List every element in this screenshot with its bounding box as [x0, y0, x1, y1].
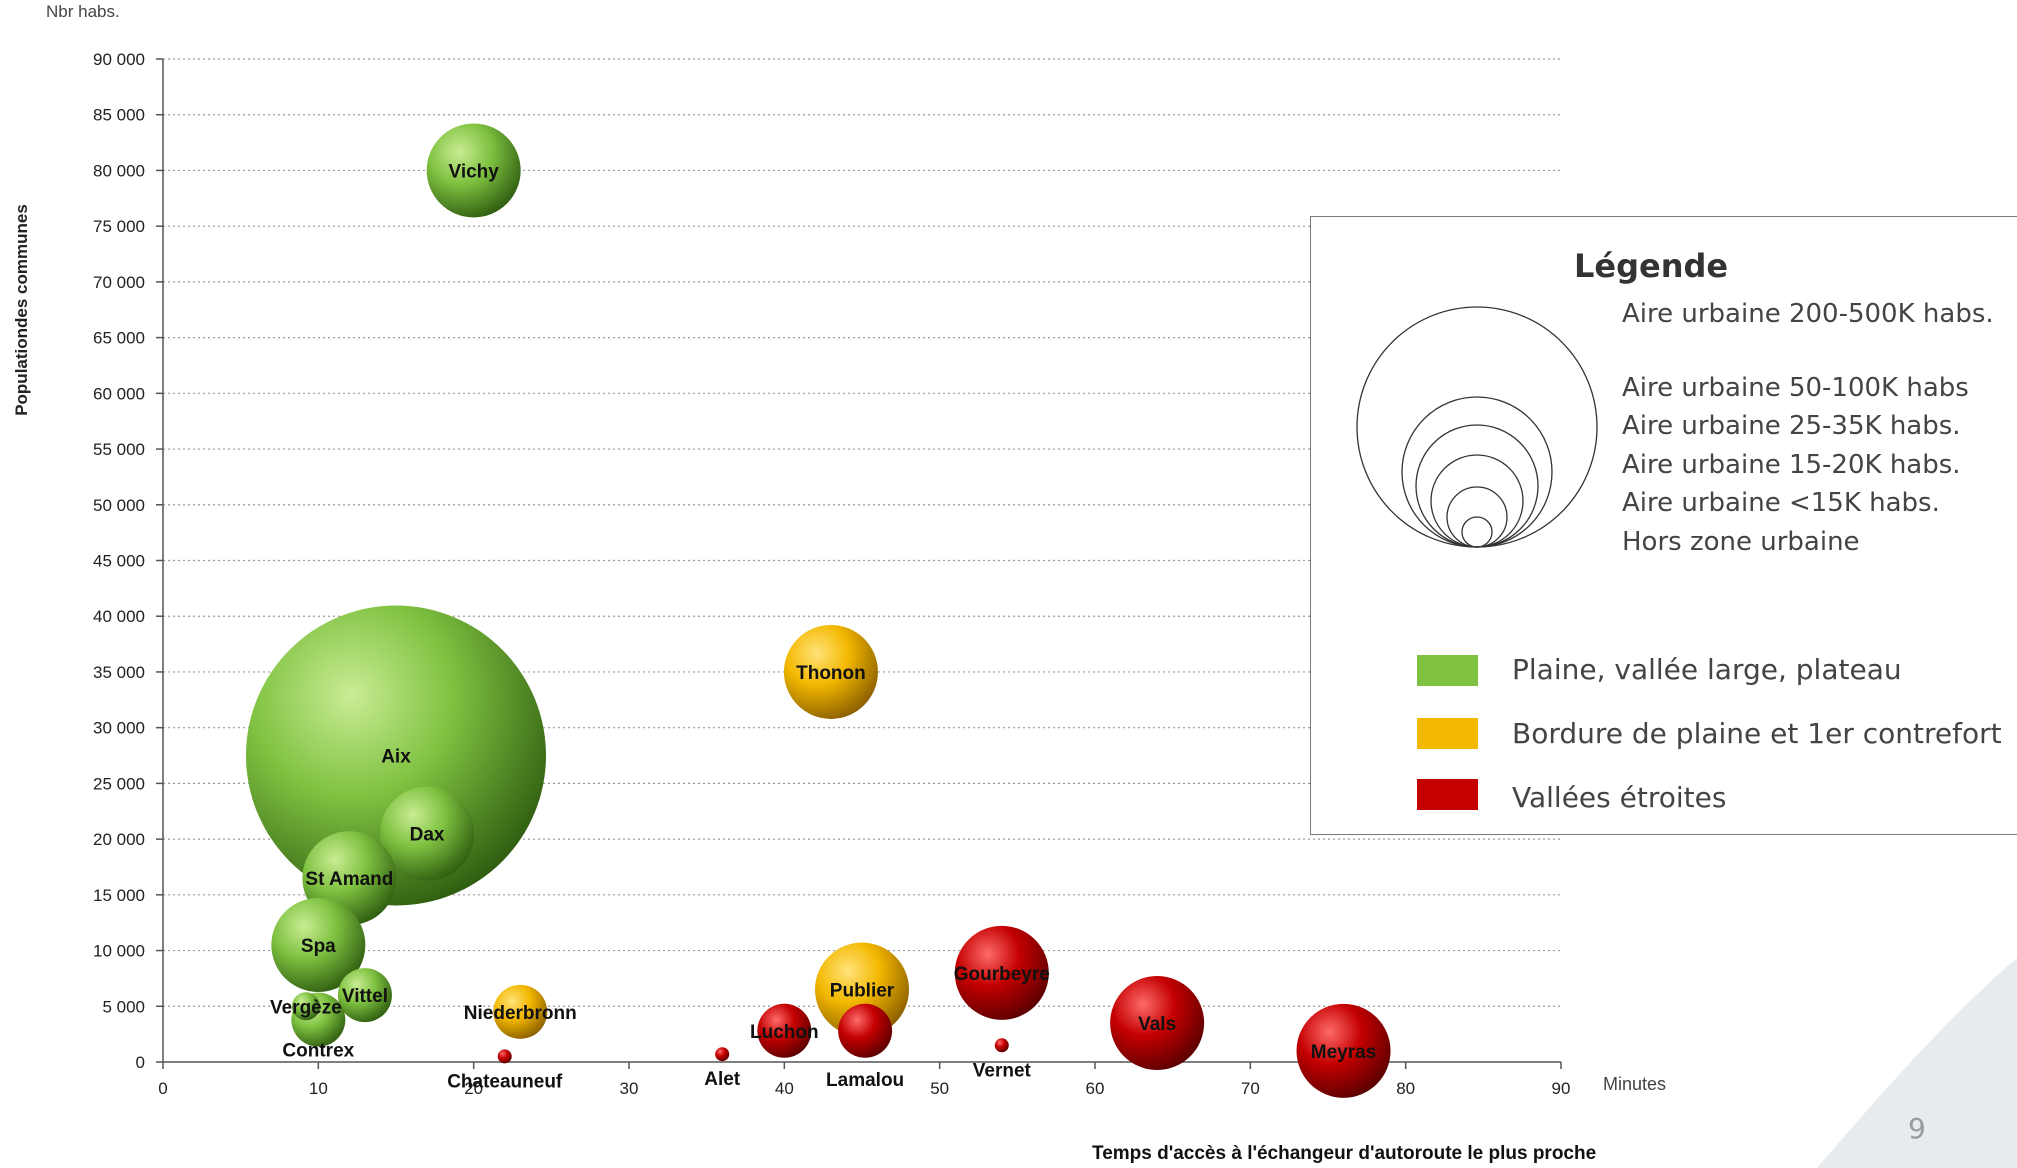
bubble-label-niederbronn: Niederbronn: [464, 1003, 577, 1024]
x-axis-title: Temps d'accès à l'échangeur d'autoroute …: [1092, 1143, 1597, 1164]
tick-label-y-20000: 20 000: [93, 830, 145, 849]
bubble-label-verg-ze: Vergèze: [270, 997, 342, 1018]
legend-box: Légende Aire urbaine 200-500K habs. Aire…: [1310, 216, 2017, 835]
tick-label-x-10: 10: [309, 1079, 328, 1098]
bubble-label-vernet: Vernet: [973, 1060, 1032, 1081]
legend-size-circle-0: [1356, 306, 1598, 548]
tick-label-x-90: 90: [1552, 1079, 1571, 1098]
bubble-label-contrex: Contrex: [282, 1041, 354, 1062]
tick-label-x-50: 50: [930, 1079, 949, 1098]
legend-cat-plaine: Plaine, vallée large, plateau: [1512, 653, 1902, 686]
tick-label-y-15000: 15 000: [93, 886, 145, 905]
legend-swatch-bordure: [1417, 718, 1478, 749]
bubble-gourbeyre: [954, 925, 1049, 1020]
tick-label-x-20: 20: [464, 1079, 483, 1098]
tick-label-x-40: 40: [775, 1079, 794, 1098]
tick-label-x-70: 70: [1241, 1079, 1260, 1098]
legend-size-under-15k: Aire urbaine <15K habs.: [1622, 488, 1940, 518]
legend-size-circle-3: [1430, 454, 1524, 548]
legend-size-15-20k: Aire urbaine 15-20K habs.: [1622, 450, 1961, 480]
bubble-alet: [715, 1047, 730, 1062]
legend-size-50-100k: Aire urbaine 50-100K habs: [1622, 373, 1969, 403]
bubble-spa: [271, 897, 366, 992]
tick-label-y-50000: 50 000: [93, 496, 145, 515]
tick-label-y-90000: 90 000: [93, 50, 145, 69]
bubble-publier: [815, 942, 909, 1037]
bubble-label-vals: Vals: [1138, 1014, 1176, 1035]
tick-label-x-30: 30: [620, 1079, 639, 1098]
tick-label-y-75000: 75 000: [93, 217, 145, 236]
bubble-label-st-amand: St Amand: [305, 869, 393, 890]
tick-label-y-70000: 70 000: [93, 273, 145, 292]
bubble-label-aix: Aix: [381, 747, 411, 768]
y-axis-title: Populationdes communes: [12, 204, 31, 416]
tick-label-y-85000: 85 000: [93, 106, 145, 125]
tick-label-y-35000: 35 000: [93, 663, 145, 682]
bubble-luchon: [757, 1003, 812, 1058]
legend-size-200-500k: Aire urbaine 200-500K habs.: [1622, 299, 1994, 329]
bubble-niederbronn: [493, 984, 548, 1039]
tick-label-x-0: 0: [158, 1079, 167, 1098]
legend-title: Légende: [1574, 247, 1729, 285]
legend-cat-vallees: Vallées étroites: [1512, 781, 1727, 814]
bubble-dax: [380, 786, 475, 881]
legend-swatch-vallees: [1417, 779, 1478, 810]
bubble-label-vichy: Vichy: [448, 161, 499, 182]
legend-size-circle-5: [1461, 516, 1493, 548]
bubble-vittel: [337, 968, 392, 1023]
legend-size-circle-2: [1415, 424, 1539, 548]
bubble-vernet: [994, 1038, 1009, 1053]
legend-size-circle-1: [1401, 396, 1553, 548]
tick-label-y-60000: 60 000: [93, 384, 145, 403]
bubble-label-chateauneuf: Chateauneuf: [447, 1071, 563, 1092]
tick-label-y-5000: 5 000: [102, 997, 145, 1016]
tick-label-y-80000: 80 000: [93, 161, 145, 180]
bubble-label-alet: Alet: [704, 1069, 741, 1090]
bubble-label-spa: Spa: [301, 936, 336, 957]
corner-decoration: [1817, 958, 2017, 1168]
tick-label-y-30000: 30 000: [93, 719, 145, 738]
legend-cat-bordure: Bordure de plaine et 1er contrefort: [1512, 717, 2002, 750]
bubble-chateauneuf: [497, 1049, 512, 1064]
bubble-label-thonon: Thonon: [796, 663, 866, 684]
bubble-label-vittel: Vittel: [342, 986, 388, 1007]
bubble-label-meyras: Meyras: [1311, 1042, 1377, 1063]
tick-label-x-60: 60: [1086, 1079, 1105, 1098]
tick-label-y-65000: 65 000: [93, 329, 145, 348]
bubble-label-publier: Publier: [830, 981, 895, 1002]
bubble-meyras: [1296, 1003, 1391, 1098]
tick-label-y-0: 0: [136, 1053, 145, 1072]
tick-label-y-55000: 55 000: [93, 440, 145, 459]
bubble-label-luchon: Luchon: [750, 1022, 819, 1043]
legend-swatch-plaine: [1417, 655, 1478, 686]
x-unit-label: Minutes: [1603, 1074, 1667, 1094]
bubble-lamalou: [838, 1003, 893, 1058]
tick-label-y-45000: 45 000: [93, 552, 145, 571]
tick-label-y-25000: 25 000: [93, 774, 145, 793]
bubble-label-dax: Dax: [410, 825, 445, 846]
tick-label-x-80: 80: [1396, 1079, 1415, 1098]
bubble-label-lamalou: Lamalou: [826, 1070, 904, 1091]
bubble-vals: [1110, 975, 1205, 1070]
tick-label-y-40000: 40 000: [93, 607, 145, 626]
legend-size-25-35k: Aire urbaine 25-35K habs.: [1622, 411, 1961, 441]
legend-size-hors-zone: Hors zone urbaine: [1622, 527, 1860, 557]
page-number: 9: [1908, 1112, 1926, 1145]
bubble-verg-ze: [291, 992, 320, 1021]
y-unit-label: Nbr habs.: [46, 2, 120, 21]
tick-label-y-10000: 10 000: [93, 942, 145, 961]
legend-size-circles: [1356, 306, 1598, 548]
bubble-vichy: [426, 123, 521, 218]
bubble-thonon: [783, 624, 878, 719]
bubble-label-gourbeyre: Gourbeyre: [954, 964, 1050, 985]
